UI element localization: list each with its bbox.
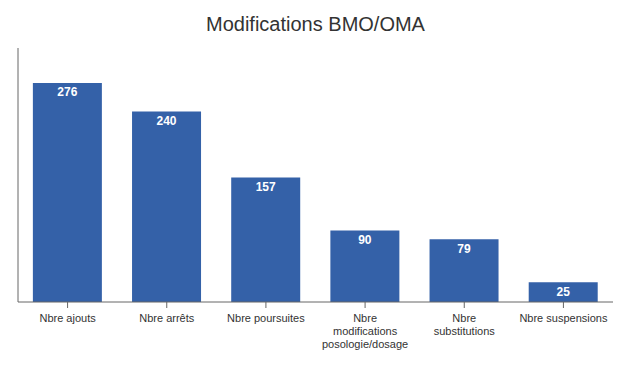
svg-text:Nbresubstitutions: Nbresubstitutions: [434, 312, 496, 337]
svg-text:Nbre poursuites: Nbre poursuites: [227, 312, 305, 324]
svg-text:79: 79: [457, 242, 471, 256]
svg-text:240: 240: [157, 114, 177, 128]
svg-text:Nbre arrêts: Nbre arrêts: [139, 312, 195, 324]
svg-text:157: 157: [256, 180, 276, 194]
html-text:Modifications BMO/OMA: Modifications BMO/OMA: [206, 13, 425, 35]
svg-text:Nbre ajouts: Nbre ajouts: [39, 312, 96, 324]
svg-text:276: 276: [57, 85, 77, 99]
svg-text:Nbremodificationsposologie/dos: Nbremodificationsposologie/dosage: [322, 312, 408, 350]
svg-text:25: 25: [557, 285, 571, 299]
svg-text:Nbre suspensions: Nbre suspensions: [519, 312, 608, 324]
svg-text:90: 90: [358, 233, 372, 247]
